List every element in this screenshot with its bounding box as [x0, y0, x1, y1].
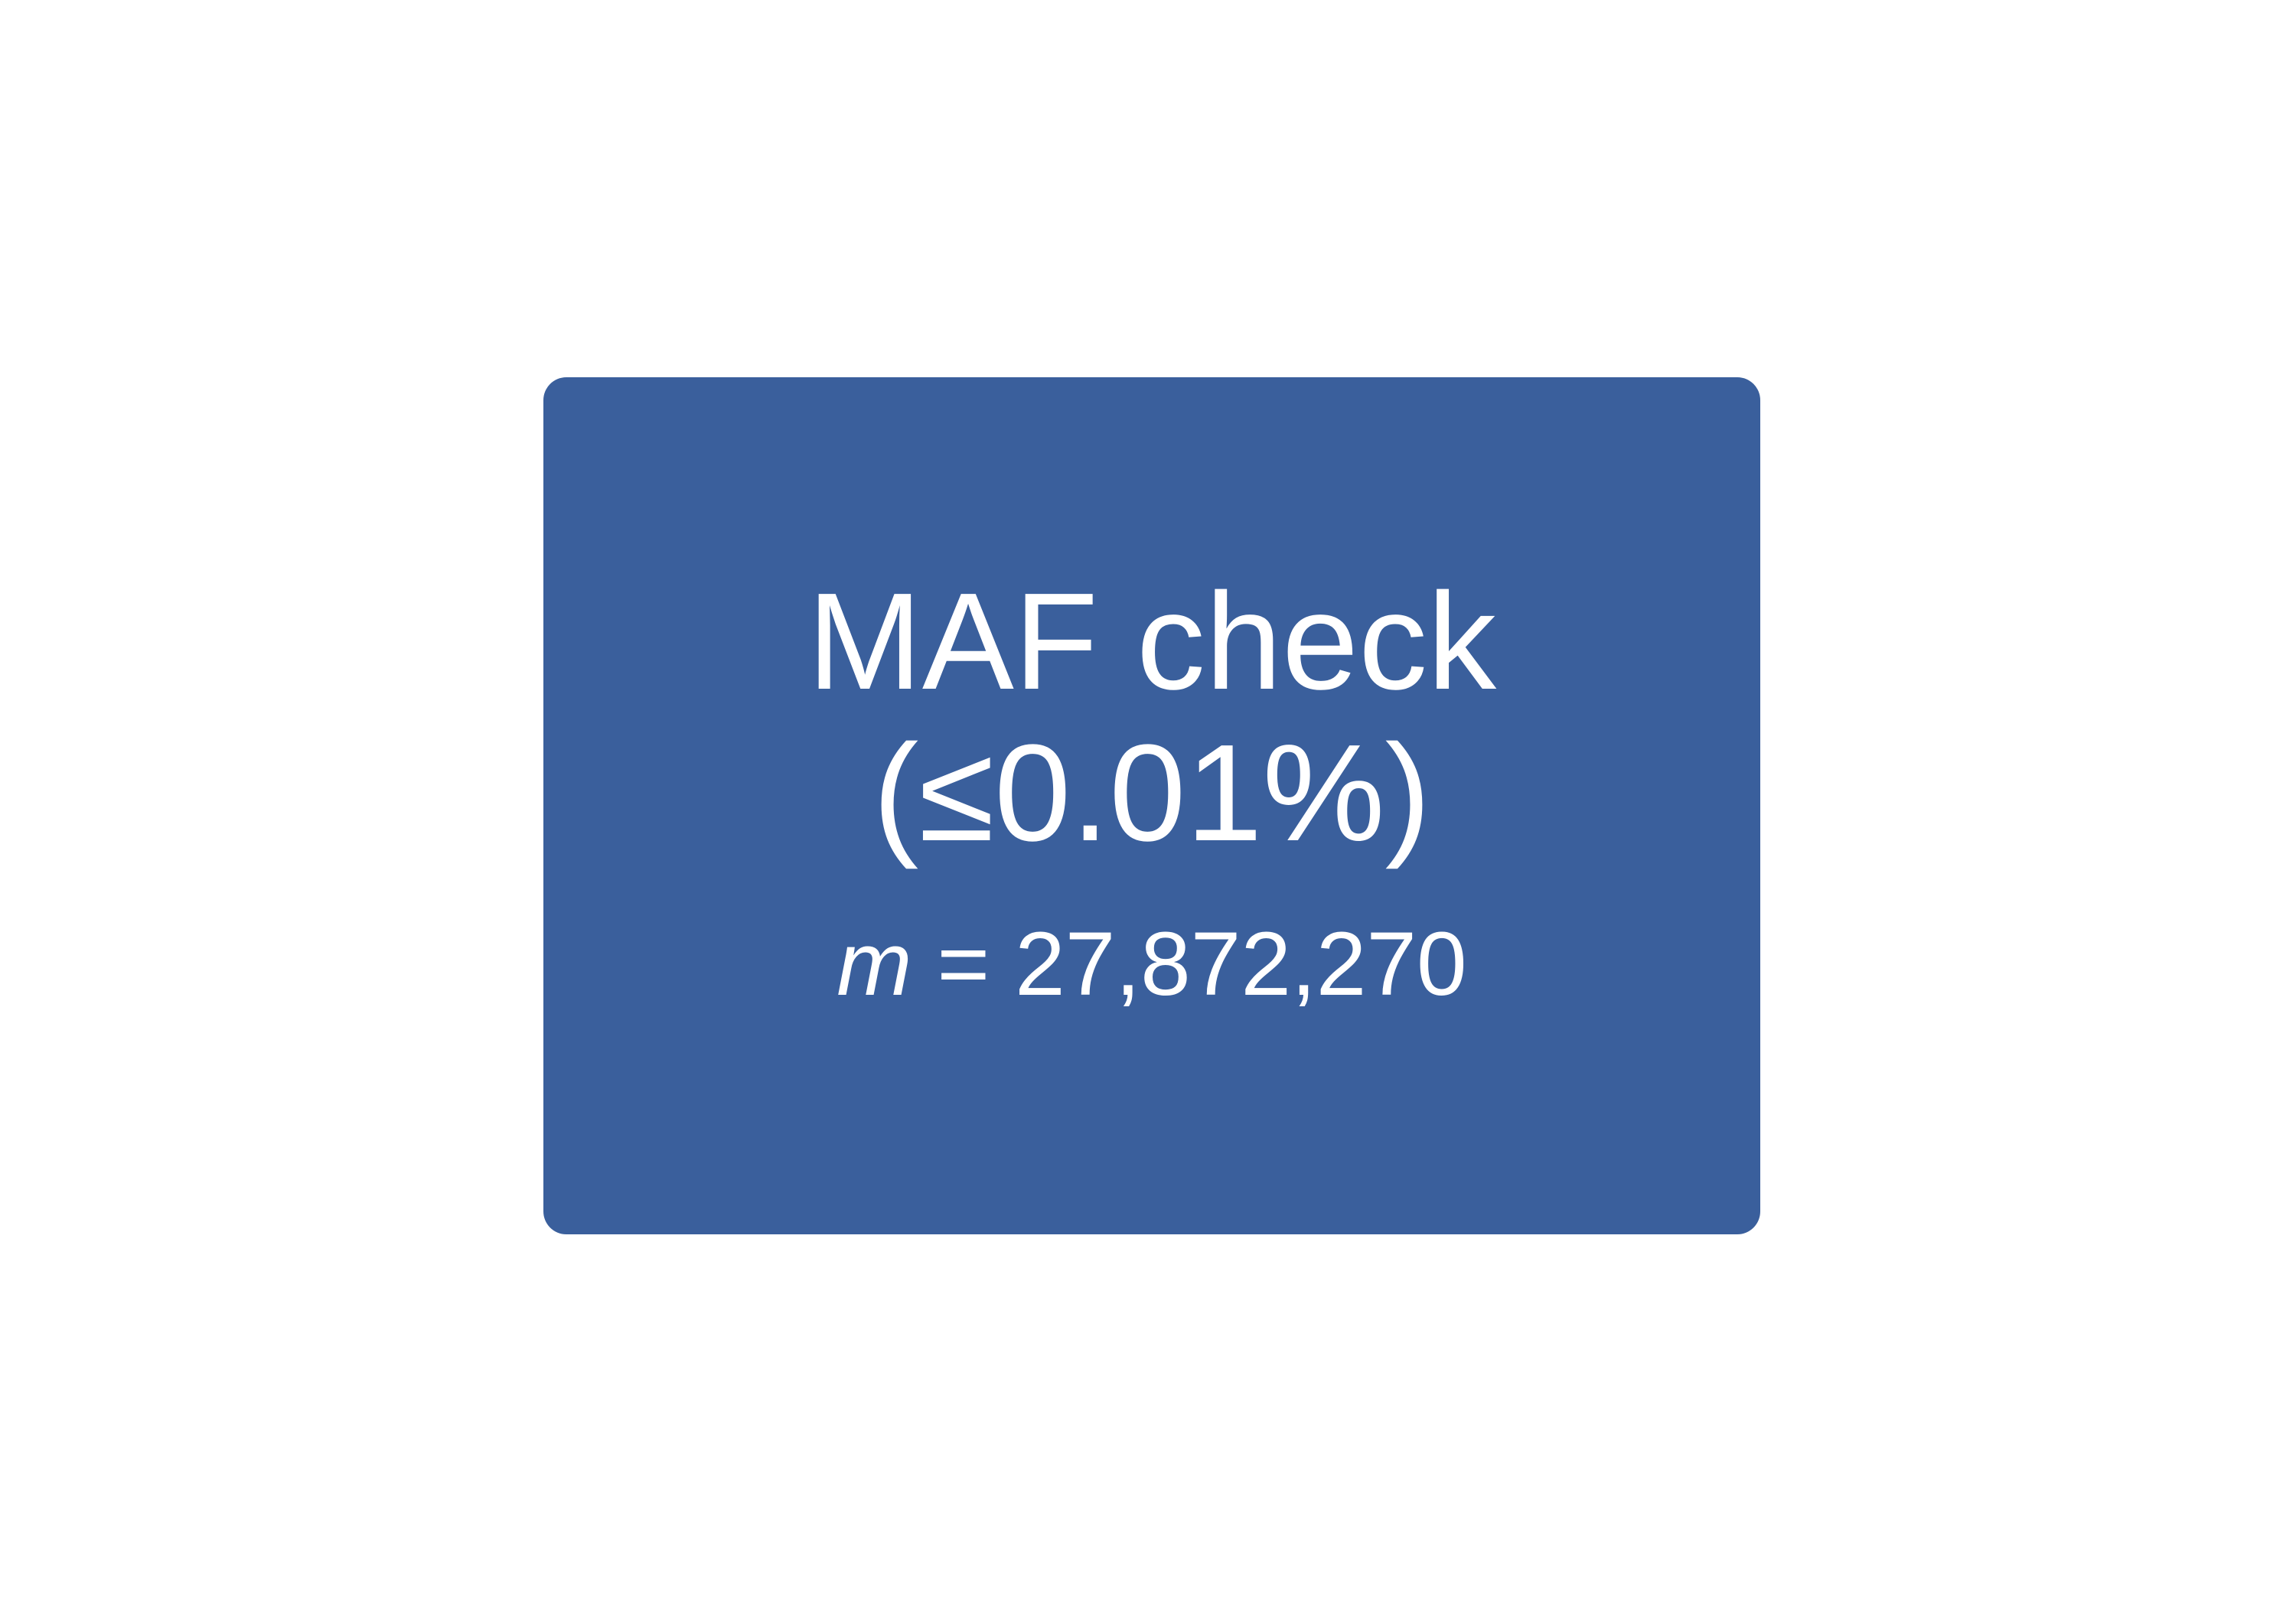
count-value: 27,872,270: [1015, 914, 1467, 1015]
filter-threshold: (≤0.01%): [872, 716, 1431, 871]
variant-count: m = 27,872,270: [807, 914, 1496, 1015]
filter-title: MAF check: [807, 565, 1497, 719]
count-operator: =: [937, 914, 990, 1015]
count-variable: m: [837, 914, 912, 1015]
filter-step-label: MAF check (≤0.01%) m = 27,872,270: [807, 566, 1496, 1015]
filter-step-box: MAF check (≤0.01%) m = 27,872,270: [543, 377, 1760, 1234]
